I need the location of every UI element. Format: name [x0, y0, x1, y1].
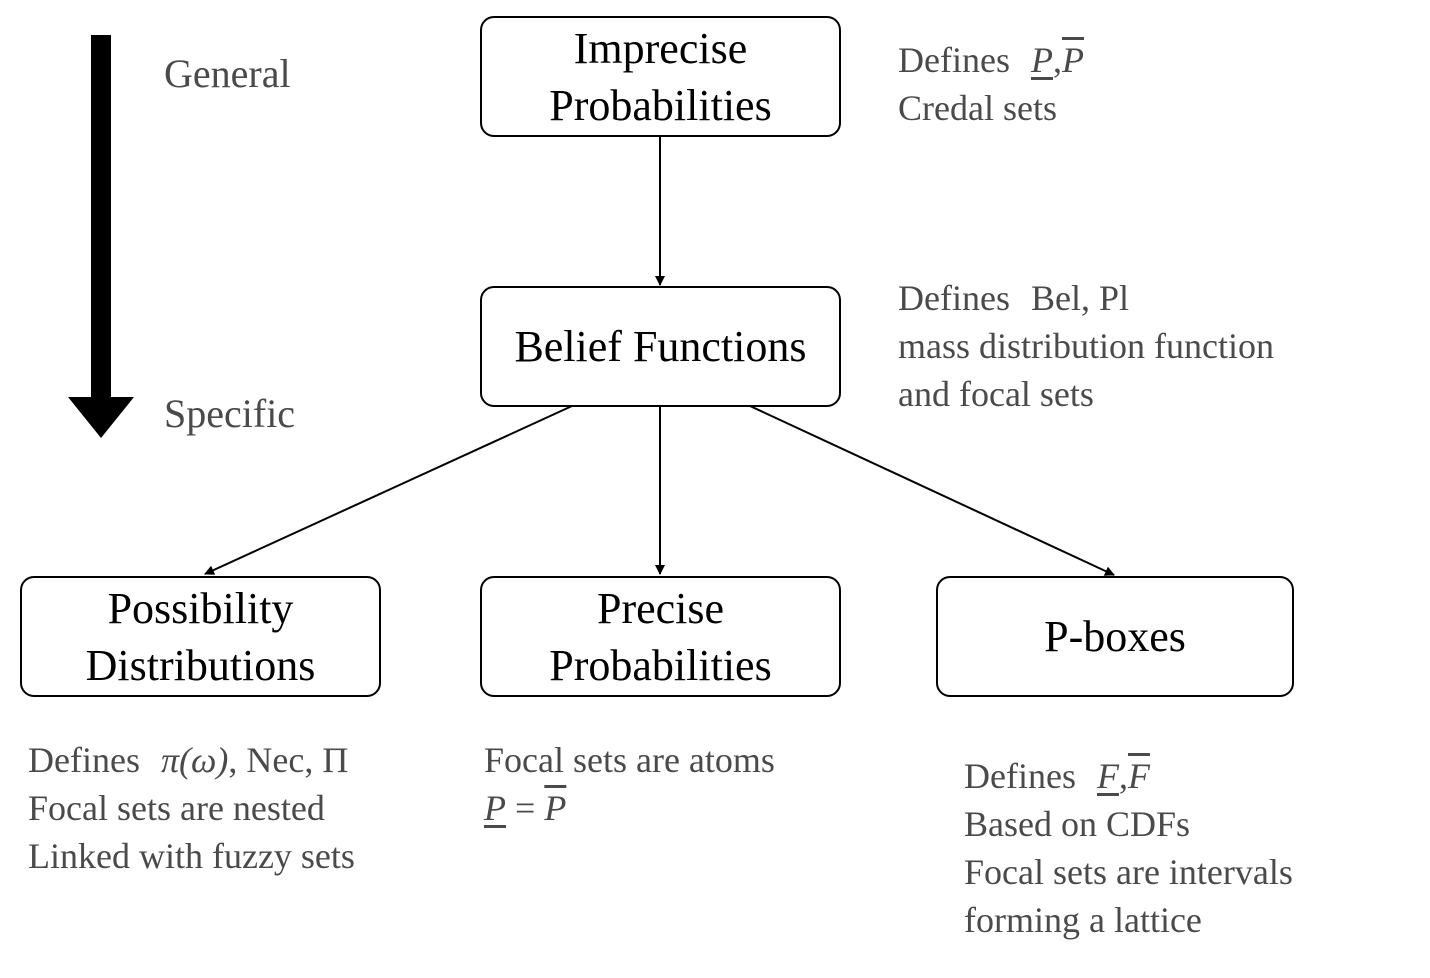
equals-sign: = — [515, 788, 536, 828]
note-precise-line2: P = P — [484, 784, 775, 832]
math-separator: , — [1118, 756, 1128, 796]
node-possibility-line2: Distributions — [85, 640, 316, 690]
node-precise-probabilities: Precise Probabilities — [480, 576, 841, 697]
axis-label-general: General — [164, 51, 291, 96]
edge-belief-to-possibility — [204, 405, 573, 575]
note-imprecise-line2: Credal sets — [898, 88, 1057, 128]
note-pboxes-defines: Defines — [964, 756, 1076, 796]
note-pboxes-line3: Focal sets are intervals — [964, 852, 1293, 892]
edge-belief-to-pboxes — [749, 405, 1115, 576]
note-pboxes-line4: forming a lattice — [964, 900, 1202, 940]
node-imprecise-probabilities: Imprecise Probabilities — [480, 16, 841, 137]
lower-p-symbol: P — [1030, 40, 1053, 80]
note-precise-line1: Focal sets are atoms — [484, 740, 775, 780]
node-p-boxes: P-boxes — [936, 576, 1294, 697]
node-precise-line2: Probabilities — [549, 640, 772, 690]
node-possibility-line1: Possibility — [107, 583, 294, 633]
upper-f-symbol: F — [1127, 756, 1150, 796]
note-pboxes-line1: Defines F,F — [964, 752, 1293, 800]
note-pboxes-line2: Based on CDFs — [964, 804, 1191, 844]
upper-p-symbol: P — [544, 788, 567, 828]
pi-symbol: π — [160, 740, 180, 780]
note-possibility-line2: Focal sets are nested — [28, 788, 325, 828]
note-belief-line3: and focal sets — [898, 374, 1094, 414]
axis-label-specific: Specific — [164, 391, 296, 436]
lower-p-symbol: P — [484, 788, 506, 828]
note-possibility-line1: Defines π(ω), Nec, Π — [28, 736, 355, 784]
note-belief: Defines Bel, Pl mass distribution functi… — [898, 274, 1274, 418]
upper-p-symbol: P — [1061, 40, 1084, 80]
nec-pi-symbols: , Nec, Π — [228, 740, 349, 780]
note-belief-defines: Defines — [898, 278, 1010, 318]
note-imprecise-line1: Defines P,P — [898, 36, 1084, 84]
node-imprecise-line2: Probabilities — [549, 80, 772, 130]
node-possibility-distributions: Possibility Distributions — [20, 576, 381, 697]
node-belief-label: Belief Functions — [514, 322, 807, 371]
note-precise: Focal sets are atoms P = P — [484, 736, 775, 832]
node-pboxes-label: P-boxes — [1044, 612, 1186, 661]
note-possibility-defines: Defines — [28, 740, 140, 780]
note-belief-line1: Defines Bel, Pl — [898, 274, 1274, 322]
node-belief-functions: Belief Functions — [480, 286, 841, 407]
note-possibility: Defines π(ω), Nec, Π Focal sets are nest… — [28, 736, 355, 880]
note-belief-line2: mass distribution function — [898, 326, 1274, 366]
note-pboxes: Defines F,F Based on CDFs Focal sets are… — [964, 752, 1293, 944]
note-imprecise: Defines P,P Credal sets — [898, 36, 1084, 132]
lower-f-symbol: F — [1096, 756, 1119, 796]
omega-argument: (ω) — [179, 740, 229, 780]
node-imprecise-line1: Imprecise — [573, 23, 748, 73]
math-separator: , — [1052, 40, 1062, 80]
note-imprecise-defines: Defines — [898, 40, 1010, 80]
note-possibility-line3: Linked with fuzzy sets — [28, 836, 355, 876]
generality-arrow — [68, 35, 134, 438]
node-precise-line1: Precise — [596, 583, 725, 633]
bel-pl-symbols: Bel, Pl — [1030, 278, 1129, 318]
